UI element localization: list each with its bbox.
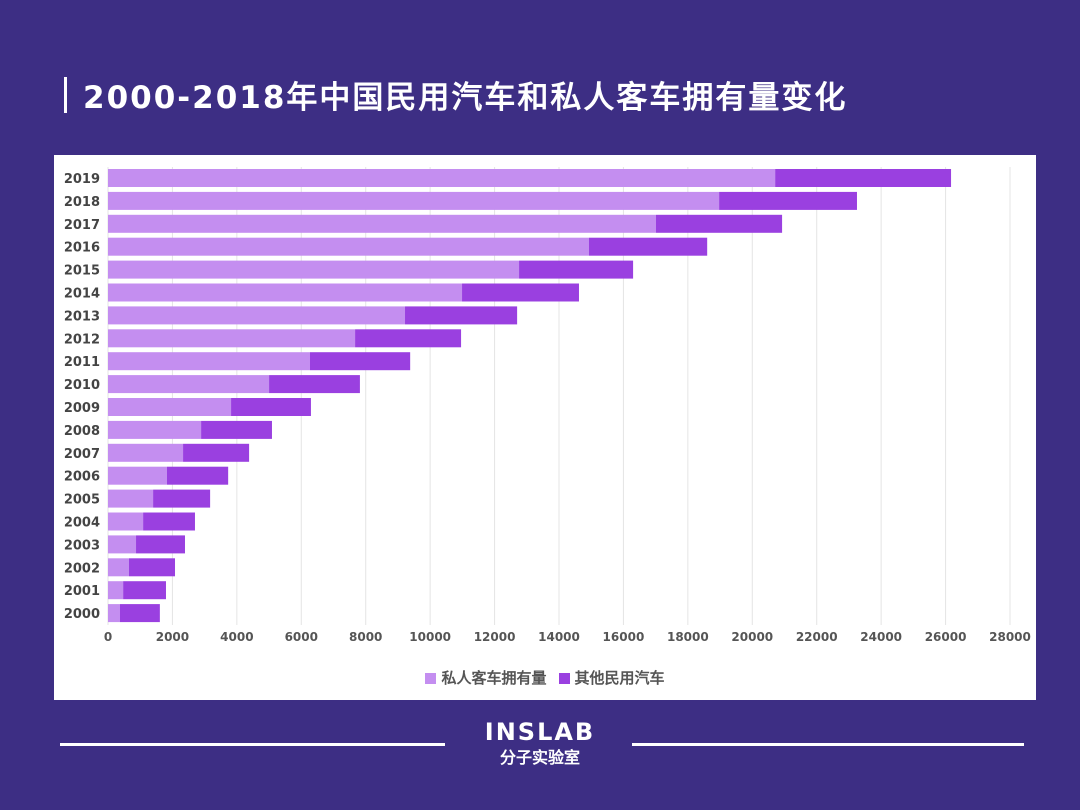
legend-item-private: 私人客车拥有量 <box>425 667 547 688</box>
x-tick-label: 18000 <box>667 630 709 644</box>
logo: INSLAB 分子实验室 <box>470 718 610 768</box>
bar-private-2012 <box>108 329 356 348</box>
bar-other-2004 <box>143 512 195 531</box>
x-tick-label: 2000 <box>156 630 189 644</box>
y-tick-label: 2013 <box>64 309 100 324</box>
bar-other-2008 <box>201 420 272 439</box>
legend-label: 其他民用汽车 <box>574 669 665 687</box>
x-tick-label: 16000 <box>603 630 645 644</box>
y-tick-label: 2015 <box>64 264 100 279</box>
y-tick-label: 2012 <box>64 332 100 347</box>
bar-private-2017 <box>108 214 656 233</box>
bar-private-2000 <box>108 604 120 623</box>
bar-other-2002 <box>128 558 176 577</box>
y-tick-label: 2009 <box>64 401 100 416</box>
bar-other-2010 <box>269 375 360 394</box>
footer-line-left <box>60 743 445 746</box>
x-tick-label: 26000 <box>925 630 967 644</box>
y-tick-label: 2003 <box>64 538 100 553</box>
bar-private-2013 <box>108 306 406 325</box>
y-tick-label: 2008 <box>64 424 100 439</box>
bar-chart: 0 2000 4000 6000 8000 10000 12000 14000 16000 180… <box>64 167 1031 644</box>
chart-panel: 0 2000 4000 6000 8000 10000 12000 14000 16000 180… <box>54 155 1036 700</box>
legend-label: 私人客车拥有量 <box>441 669 547 687</box>
bar-other-2005 <box>153 489 211 508</box>
x-tick-label: 28000 <box>989 630 1031 644</box>
bar-other-2009 <box>231 398 311 416</box>
x-tick-label: 6000 <box>285 630 318 644</box>
bar-private-2019 <box>108 169 776 187</box>
bar-other-2007 <box>183 443 250 462</box>
bar-private-2018 <box>108 191 720 210</box>
bar-other-2015 <box>519 260 634 279</box>
bar-private-2008 <box>108 420 202 439</box>
bar-other-2019 <box>775 169 952 187</box>
y-tick-label: 2010 <box>64 378 100 393</box>
bar-private-2007 <box>108 443 184 462</box>
bar-other-2011 <box>309 352 411 371</box>
bar-private-2011 <box>108 352 310 371</box>
y-tick-label: 2011 <box>64 355 100 370</box>
bar-other-2016 <box>588 237 708 256</box>
bar-private-2014 <box>108 283 463 302</box>
bar-other-2012 <box>355 329 462 348</box>
title-text: 2000-2018年中国民用汽车和私人客车拥有量变化 <box>83 80 848 116</box>
x-tick-label: 14000 <box>538 630 580 644</box>
page-title: 2000-2018年中国民用汽车和私人客车拥有量变化 <box>64 72 847 117</box>
bar-private-2001 <box>108 581 124 600</box>
bar-private-2015 <box>108 260 520 279</box>
x-tick-label: 12000 <box>474 630 516 644</box>
x-tick-label: 10000 <box>409 630 451 644</box>
bar-other-2001 <box>123 581 166 600</box>
legend-swatch <box>425 673 437 684</box>
logo-cn: 分子实验室 <box>499 748 580 767</box>
y-tick-label: 2006 <box>64 470 100 485</box>
bar-other-2006 <box>166 466 229 485</box>
y-tick-label: 2002 <box>64 561 100 576</box>
y-tick-label: 2014 <box>64 287 100 302</box>
y-tick-label: 2018 <box>64 195 100 210</box>
x-tick-label: 20000 <box>731 630 773 644</box>
bar-other-2018 <box>719 191 857 210</box>
bar-private-2006 <box>108 466 167 485</box>
y-tick-label: 2001 <box>64 584 100 599</box>
bar-private-2009 <box>108 398 232 416</box>
legend-swatch <box>558 673 570 684</box>
bar-other-2017 <box>655 214 783 233</box>
x-tick-label: 4000 <box>220 630 253 644</box>
x-tick-label: 24000 <box>860 630 902 644</box>
title-accent-bar <box>64 76 67 113</box>
bar-private-2005 <box>108 489 154 508</box>
bar-private-2002 <box>108 558 129 577</box>
bar-other-2003 <box>136 535 185 554</box>
bar-private-2003 <box>108 535 137 554</box>
logo-en: INSLAB <box>484 718 596 746</box>
legend: 私人客车拥有量 其他民用汽车 <box>54 667 1036 688</box>
bar-private-2010 <box>108 375 270 394</box>
y-tick-label: 2000 <box>64 607 100 622</box>
y-tick-label: 2016 <box>64 241 100 256</box>
bar-other-2000 <box>119 604 160 623</box>
bar-other-2013 <box>405 306 518 325</box>
x-tick-label: 0 <box>104 630 112 644</box>
footer-line-right <box>632 743 1024 746</box>
y-tick-label: 2019 <box>64 172 100 187</box>
bar-private-2016 <box>108 237 589 256</box>
bar-other-2014 <box>462 283 579 302</box>
x-tick-label: 22000 <box>796 630 838 644</box>
y-tick-label: 2017 <box>64 218 100 233</box>
x-tick-label: 8000 <box>349 630 382 644</box>
y-tick-label: 2007 <box>64 447 100 462</box>
legend-item-other: 其他民用汽车 <box>558 667 665 688</box>
y-tick-label: 2004 <box>64 516 100 531</box>
bar-private-2004 <box>108 512 144 531</box>
y-tick-label: 2005 <box>64 493 100 508</box>
